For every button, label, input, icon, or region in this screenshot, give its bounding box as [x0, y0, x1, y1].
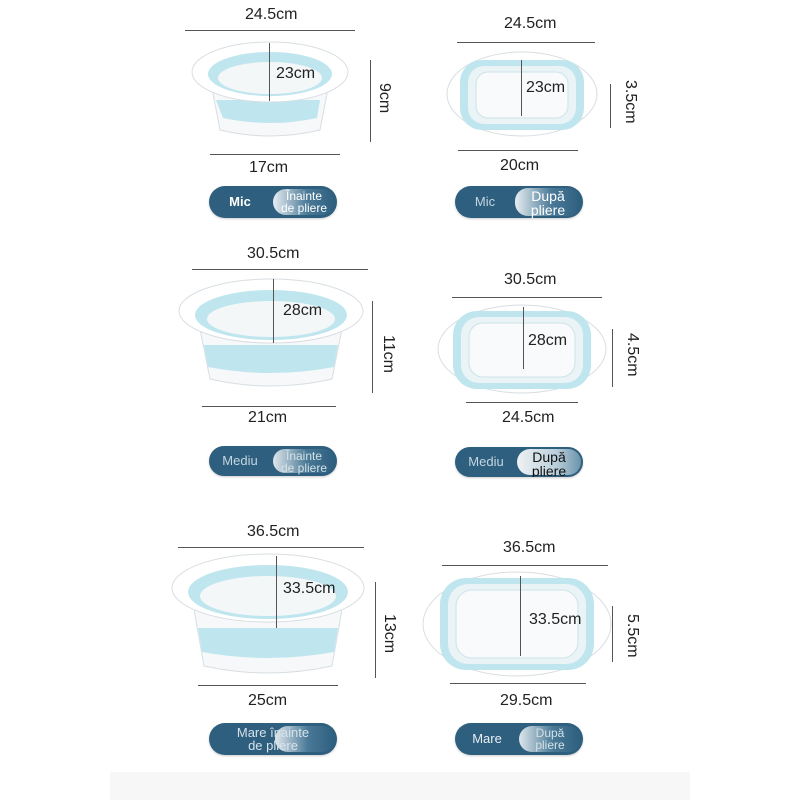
bottom-dimension-line — [466, 402, 578, 403]
size-label: Mediu — [222, 453, 258, 468]
size-label: Mare înainte de pliere — [236, 725, 310, 753]
state-label: După pliere — [515, 188, 581, 217]
state-label: Înainte de pliere — [273, 189, 335, 215]
state-label: După pliere — [517, 449, 581, 477]
basin-folded-image — [437, 304, 607, 394]
bottom-dimension-label: 25cm — [248, 692, 288, 709]
size-button-large-before[interactable]: Mare înainte de pliere — [209, 723, 337, 755]
height-dimension-label: 4.5cm — [624, 333, 641, 377]
inner-dimension-line — [269, 43, 270, 101]
bottom-dimension-line — [458, 150, 578, 151]
top-dimension-label: 30.5cm — [247, 245, 300, 262]
height-dimension-label: 9cm — [376, 83, 393, 114]
bottom-dimension-line — [198, 685, 338, 686]
height-dimension-label: 13cm — [381, 614, 398, 654]
size-button-large-after[interactable]: Mare După pliere — [455, 723, 583, 755]
top-dimension-line — [192, 269, 368, 270]
bottom-dimension-line — [202, 406, 336, 407]
height-dimension-line — [612, 329, 613, 387]
inner-dimension-label: 23cm — [526, 79, 566, 96]
size-label: Mediu — [468, 454, 504, 469]
height-dimension-line — [372, 301, 373, 393]
top-dimension-line — [457, 42, 595, 43]
row2-after: 30.5cm 28cm 4.5cm 24.5cm Mediu După plie… — [400, 245, 800, 505]
size-button-small-after[interactable]: Mic După pliere — [455, 186, 583, 218]
height-dimension-label: 5.5cm — [624, 614, 641, 658]
basin-unfolded-image — [171, 553, 365, 674]
height-dimension-label: 3.5cm — [622, 80, 639, 124]
top-dimension-line — [452, 297, 602, 298]
top-dimension-line — [442, 565, 608, 566]
size-button-medium-before[interactable]: Mediu Înainte de pliere — [209, 446, 337, 476]
bottom-dimension-label: 24.5cm — [502, 409, 555, 426]
top-dimension-line — [178, 547, 364, 548]
bottom-dimension-line — [450, 683, 586, 684]
inner-dimension-label: 33.5cm — [283, 580, 336, 597]
inner-dimension-line — [273, 279, 274, 343]
bottom-dimension-label: 21cm — [248, 409, 288, 426]
inner-dimension-line — [520, 576, 521, 656]
row3-before: 36.5cm 33.5cm 13cm 25cm Mare înainte de … — [0, 520, 400, 780]
bottom-dimension-label: 29.5cm — [500, 692, 553, 709]
height-dimension-label: 11cm — [380, 335, 397, 373]
pill-highlight — [275, 726, 335, 752]
size-label: Mic — [474, 194, 496, 209]
row3-after: 36.5cm 33.5cm 5.5cm 29.5cm Mare După pli… — [400, 520, 800, 780]
inner-dimension-label: 28cm — [283, 302, 323, 319]
top-dimension-label: 36.5cm — [247, 523, 300, 540]
row2-before: 30.5cm 28cm 11cm 21cm Mediu Înainte de p… — [0, 245, 400, 505]
size-label: Mic — [229, 194, 251, 209]
bottom-dimension-label: 17cm — [249, 159, 289, 176]
height-dimension-line — [612, 606, 613, 662]
footer-strip — [110, 772, 690, 800]
size-button-medium-after[interactable]: Mediu După pliere — [455, 447, 583, 477]
top-dimension-label: 24.5cm — [245, 6, 298, 23]
basin-unfolded-image — [191, 41, 349, 137]
size-label: Mare — [472, 731, 502, 746]
state-label: Înainte de pliere — [273, 449, 335, 474]
inner-dimension-label: 23cm — [276, 65, 316, 82]
height-dimension-line — [610, 84, 611, 128]
top-dimension-label: 30.5cm — [504, 271, 557, 288]
top-dimension-label: 36.5cm — [503, 539, 556, 556]
size-button-small-before[interactable]: Mic Înainte de pliere — [209, 186, 337, 218]
basin-unfolded-image — [178, 278, 364, 387]
top-dimension-line — [185, 30, 355, 31]
height-dimension-line — [375, 582, 376, 678]
row1-after: 24.5cm 23cm 3.5cm 20cm Mic După pliere — [400, 0, 800, 260]
top-dimension-label: 24.5cm — [504, 15, 557, 32]
inner-dimension-line — [276, 556, 277, 628]
basin-folded-image — [446, 51, 598, 137]
bottom-dimension-line — [210, 154, 340, 155]
inner-dimension-label: 28cm — [528, 332, 568, 349]
basin-folded-image — [422, 571, 612, 677]
inner-dimension-line — [521, 60, 522, 116]
inner-dimension-line — [523, 307, 524, 369]
bottom-dimension-label: 20cm — [500, 157, 540, 174]
inner-dimension-label: 33.5cm — [529, 611, 582, 628]
height-dimension-line — [370, 60, 371, 142]
state-label: După pliere — [519, 726, 581, 752]
row1-before: 24.5cm 23cm 9cm 17cm Mic Înainte de plie… — [0, 0, 400, 260]
